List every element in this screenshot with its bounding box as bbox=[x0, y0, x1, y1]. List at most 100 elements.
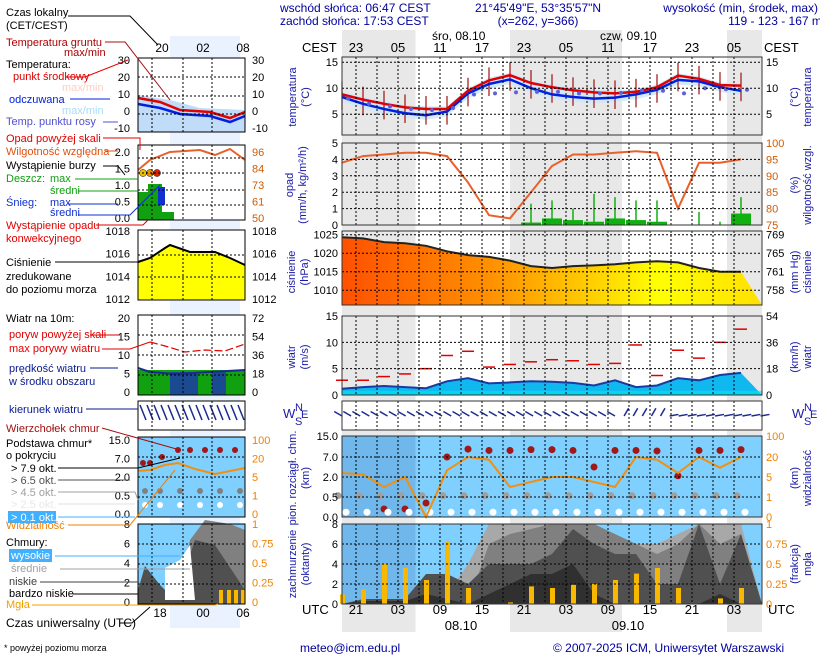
wind-area bbox=[342, 372, 762, 395]
cloud-tick-right: 1 bbox=[766, 492, 772, 504]
wind-arrow bbox=[361, 410, 370, 417]
utc-tick-label: 15 bbox=[643, 602, 657, 617]
wind-axis-title: wiatr bbox=[286, 345, 298, 370]
vis-axis-unit: (km) bbox=[789, 467, 801, 489]
dew-point-dot bbox=[451, 105, 455, 110]
wind-arrow bbox=[641, 407, 648, 417]
fog-bar bbox=[529, 586, 534, 604]
compass-e: E bbox=[301, 409, 308, 421]
utc-tick-label: 15 bbox=[475, 602, 489, 617]
visibility-line bbox=[341, 455, 742, 520]
fog-bar bbox=[508, 602, 513, 604]
temp-tick-left: 5 bbox=[332, 109, 338, 121]
press-tick-right: 758 bbox=[766, 285, 784, 297]
wind-arrow bbox=[333, 410, 343, 417]
mini-tick-right: 61 bbox=[252, 197, 264, 209]
cloud-base-dot bbox=[397, 492, 405, 500]
mini-frame bbox=[137, 400, 246, 431]
mini-tick-left: 20 bbox=[118, 72, 130, 84]
mini-wind-arrow bbox=[174, 404, 182, 421]
wind-arrow bbox=[650, 407, 657, 417]
wind-axis-unit: (m/s) bbox=[299, 344, 311, 369]
dew-point-dot bbox=[535, 89, 539, 94]
compass-left: W N S E bbox=[283, 402, 308, 428]
cloud-base-dot bbox=[586, 492, 594, 500]
rain-avg-bar bbox=[542, 218, 562, 225]
cloud-top-dot bbox=[464, 445, 472, 453]
legend-dew-point: Temp. punktu rosy bbox=[6, 116, 96, 128]
mini-wind-arrow bbox=[209, 404, 217, 421]
mini-cloud-base-dot bbox=[217, 502, 223, 508]
wind-arrow bbox=[687, 413, 697, 417]
cloud-top-dot bbox=[674, 472, 682, 480]
legend-wind-speed-2: w środku obszaru bbox=[8, 376, 95, 388]
press-tick-left: 1020 bbox=[314, 248, 338, 260]
leader-line bbox=[120, 606, 151, 624]
mini-frame bbox=[137, 436, 246, 518]
mini-pressure-line bbox=[137, 243, 246, 266]
mini-cloud-base-dot bbox=[237, 488, 243, 494]
mini-tick-left: 0 bbox=[124, 387, 130, 399]
mini-cloud-base-dot bbox=[142, 502, 148, 508]
mini-tick-right: 30 bbox=[252, 55, 264, 67]
mini-tick-right: 1018 bbox=[252, 226, 276, 238]
compass-right: W N S E bbox=[792, 402, 817, 428]
wind-arrow bbox=[714, 413, 725, 417]
mini-local-tick: 08 bbox=[236, 41, 250, 55]
wind-arrow bbox=[497, 410, 507, 417]
cloud-base-dot bbox=[363, 508, 371, 516]
mini-perceived-line bbox=[137, 102, 246, 124]
press-tick-right: 769 bbox=[766, 230, 784, 242]
mini-tick-left: 0.0 bbox=[115, 213, 130, 225]
local-tick-label: 23 bbox=[685, 40, 699, 55]
mini-tick-right: 1016 bbox=[252, 249, 276, 261]
kmh-axis-unit: (km/h) bbox=[789, 341, 801, 372]
temp-axis-unit: (°C) bbox=[300, 87, 312, 107]
wind-arrow bbox=[733, 413, 743, 417]
mini-tick-right: -10 bbox=[252, 123, 268, 135]
legend-okt45: > 4.5 okt. bbox=[11, 487, 57, 499]
rain-avg-bar bbox=[626, 220, 646, 225]
legend-cloud-top: Wierzchołek chmur bbox=[6, 423, 100, 435]
wind-line bbox=[341, 371, 742, 390]
cloud-base-dot bbox=[376, 492, 384, 500]
fog-bar bbox=[361, 589, 366, 604]
wind-arrow bbox=[443, 410, 452, 417]
cloud-base-dot bbox=[607, 492, 615, 500]
mini-tick-left: 0.0 bbox=[115, 509, 130, 521]
dew-point-dot bbox=[367, 101, 371, 106]
rain-avg-bar bbox=[605, 218, 625, 225]
fog-bar bbox=[445, 541, 450, 604]
fog-bar bbox=[634, 573, 639, 604]
cover-tick-right: 0.25 bbox=[766, 579, 787, 591]
fog-bar bbox=[550, 588, 555, 604]
cloud-base-dot bbox=[691, 492, 699, 500]
mini-tick-left: 10 bbox=[118, 89, 130, 101]
mini-frame bbox=[137, 57, 246, 133]
temp-tick-left: 15 bbox=[326, 57, 338, 69]
local-tick-label: 05 bbox=[391, 40, 405, 55]
cover-panel bbox=[340, 523, 763, 605]
press-tick-right: 765 bbox=[766, 248, 784, 260]
leader-line bbox=[66, 59, 129, 78]
utc-tick-label: 09 bbox=[601, 602, 615, 617]
dew-point-dot bbox=[619, 90, 623, 95]
legend-wind-dir: kierunek wiatru bbox=[9, 404, 83, 416]
cloud-base-dot bbox=[439, 492, 447, 500]
footer-email[interactable]: meteo@icm.edu.pl bbox=[300, 641, 400, 655]
mini-tick-left: 1018 bbox=[106, 226, 130, 238]
cloud-base-dot bbox=[481, 492, 489, 500]
wind-arrow bbox=[488, 410, 498, 417]
rain-avg-bar bbox=[584, 221, 604, 225]
wind-arrow bbox=[406, 410, 416, 417]
cloud-top-dot bbox=[569, 446, 577, 454]
altitude-values: 119 - 123 - 167 m bbox=[728, 14, 820, 28]
mini-frame bbox=[137, 144, 246, 221]
mini-tick-right: 0 bbox=[252, 597, 258, 609]
dew-point-dot bbox=[430, 108, 434, 113]
grid-text: (x=262, y=366) bbox=[498, 14, 579, 28]
cloud-base-dot bbox=[670, 492, 678, 500]
hum-axis-title: wilgotność wzgl. bbox=[802, 145, 814, 225]
cloud-base-dot bbox=[733, 492, 741, 500]
fog-bar bbox=[739, 588, 744, 604]
